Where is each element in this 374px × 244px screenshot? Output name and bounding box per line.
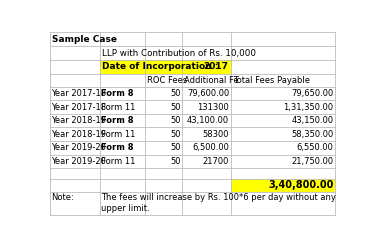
Text: Year 2017-18: Year 2017-18 bbox=[51, 89, 106, 98]
Text: Form 8: Form 8 bbox=[101, 89, 134, 98]
Text: Form 8: Form 8 bbox=[101, 143, 134, 152]
Text: 50: 50 bbox=[170, 157, 181, 166]
Bar bbox=[231, 179, 335, 192]
Text: Year 2018-19: Year 2018-19 bbox=[51, 116, 106, 125]
Text: Year 2019-20: Year 2019-20 bbox=[51, 143, 106, 152]
Text: 50: 50 bbox=[170, 102, 181, 112]
Text: 50: 50 bbox=[170, 116, 181, 125]
Text: Date of Incorporation :: Date of Incorporation : bbox=[102, 62, 218, 71]
Text: 3,40,800.00: 3,40,800.00 bbox=[268, 181, 333, 191]
Text: Form 8: Form 8 bbox=[101, 116, 134, 125]
Text: 50: 50 bbox=[170, 89, 181, 98]
Text: 50: 50 bbox=[170, 130, 181, 139]
Text: 21700: 21700 bbox=[203, 157, 229, 166]
Bar bbox=[99, 60, 231, 74]
Text: Form 11: Form 11 bbox=[101, 157, 135, 166]
Text: Year 2018-19: Year 2018-19 bbox=[51, 130, 106, 139]
Text: 6,550.00: 6,550.00 bbox=[297, 143, 333, 152]
Text: Year 2019-20: Year 2019-20 bbox=[51, 157, 106, 166]
Text: Sample Case: Sample Case bbox=[52, 35, 117, 44]
Text: 43,150.00: 43,150.00 bbox=[291, 116, 333, 125]
Text: Year 2017-18: Year 2017-18 bbox=[51, 102, 106, 112]
Text: 50: 50 bbox=[170, 143, 181, 152]
Text: 21,750.00: 21,750.00 bbox=[291, 157, 333, 166]
Text: Note:: Note: bbox=[51, 193, 74, 202]
Text: 6,500.00: 6,500.00 bbox=[192, 143, 229, 152]
Text: Form 11: Form 11 bbox=[101, 130, 135, 139]
Text: LLP with Contribution of Rs. 10,000: LLP with Contribution of Rs. 10,000 bbox=[102, 49, 256, 58]
Text: 79,600.00: 79,600.00 bbox=[187, 89, 229, 98]
Text: 79,650.00: 79,650.00 bbox=[291, 89, 333, 98]
Text: 58,350.00: 58,350.00 bbox=[291, 130, 333, 139]
Text: 43,100.00: 43,100.00 bbox=[187, 116, 229, 125]
Text: Form 11: Form 11 bbox=[101, 102, 135, 112]
Text: 1,31,350.00: 1,31,350.00 bbox=[283, 102, 333, 112]
Text: 58300: 58300 bbox=[203, 130, 229, 139]
Text: ROC Fees: ROC Fees bbox=[147, 76, 187, 85]
Text: Additional Fe: Additional Fe bbox=[184, 76, 239, 85]
Text: 2017: 2017 bbox=[203, 62, 229, 71]
Text: Total Fees Payable: Total Fees Payable bbox=[233, 76, 310, 85]
Text: The fees will increase by Rs. 100*6 per day without any
upper limit.: The fees will increase by Rs. 100*6 per … bbox=[101, 193, 336, 213]
Text: 131300: 131300 bbox=[197, 102, 229, 112]
